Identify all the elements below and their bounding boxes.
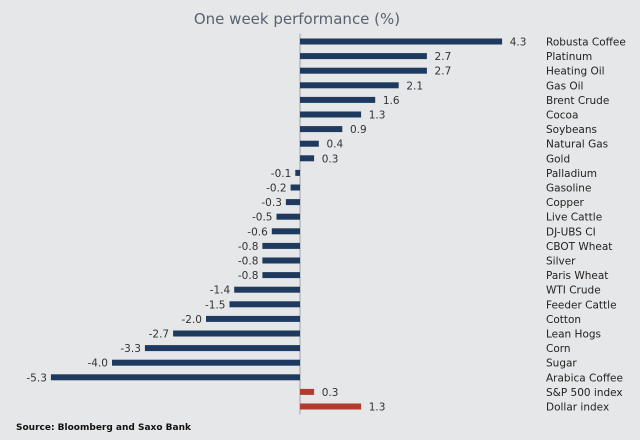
bar [262, 242, 300, 249]
bar [300, 388, 315, 395]
value-label: -4.0 [88, 358, 109, 370]
category-label: CBOT Wheat [546, 241, 612, 253]
value-label: 2.1 [406, 80, 423, 92]
chart-title: One week performance (%) [194, 10, 400, 28]
category-label: S&P 500 index [546, 387, 623, 399]
category-label: WTI Crude [546, 285, 601, 297]
category-label: Cocoa [546, 110, 578, 122]
bar [173, 330, 300, 337]
category-label: Corn [546, 343, 571, 355]
category-label: Paris Wheat [546, 270, 608, 282]
category-label: Palladium [546, 168, 597, 180]
bar [144, 345, 300, 352]
value-label: 0.4 [326, 139, 343, 151]
bar [206, 315, 300, 322]
value-label: 1.3 [369, 402, 386, 414]
bars-group [50, 38, 503, 410]
source-note: Source: Bloomberg and Saxo Bank [16, 423, 192, 433]
value-label: 1.3 [369, 110, 386, 122]
bar [300, 140, 319, 147]
value-label: -0.8 [238, 270, 259, 282]
bar [300, 155, 315, 162]
bar [229, 301, 300, 308]
value-label: -3.3 [120, 343, 141, 355]
bar [300, 82, 399, 89]
bar [300, 96, 376, 103]
value-label: 4.3 [510, 37, 527, 49]
value-label: -0.3 [261, 197, 282, 209]
bar [295, 169, 300, 176]
value-label: -0.5 [252, 212, 273, 224]
bar [300, 126, 343, 133]
value-label: -0.2 [266, 183, 287, 195]
bar [300, 67, 427, 74]
category-label: Gas Oil [546, 80, 583, 92]
category-label: Gold [546, 153, 570, 165]
category-label: Sugar [546, 358, 577, 370]
value-label: -1.4 [210, 285, 231, 297]
bar [271, 228, 300, 235]
value-labels-group: 4.32.72.72.11.61.30.90.40.3-0.1-0.2-0.3-… [26, 37, 526, 414]
value-label: -5.3 [26, 372, 47, 384]
category-label: Silver [546, 256, 576, 268]
category-label: Brent Crude [546, 95, 609, 107]
value-label: 0.3 [322, 387, 339, 399]
bar [300, 38, 503, 45]
value-label: 2.7 [435, 51, 452, 63]
category-label: Gasoline [546, 183, 591, 195]
category-label: Natural Gas [546, 139, 608, 151]
value-label: -1.5 [205, 299, 226, 311]
bar [285, 199, 300, 206]
category-label: Lean Hogs [546, 329, 601, 341]
category-label: Copper [546, 197, 585, 209]
category-label: Arabica Coffee [546, 372, 623, 384]
bar [262, 272, 300, 279]
bar [262, 257, 300, 264]
value-label: -0.8 [238, 241, 259, 253]
value-label: -0.1 [271, 168, 292, 180]
category-label: Cotton [546, 314, 581, 326]
value-label: 0.9 [350, 124, 367, 136]
category-label: Dollar index [546, 402, 609, 414]
category-label: Heating Oil [546, 66, 605, 78]
value-label: -0.8 [238, 256, 259, 268]
value-label: -2.7 [149, 329, 170, 341]
value-label: 2.7 [435, 66, 452, 78]
category-label: Soybeans [546, 124, 597, 136]
category-label: Feeder Cattle [546, 299, 617, 311]
bar [276, 213, 300, 220]
category-label: Live Cattle [546, 212, 602, 224]
bar [50, 374, 301, 381]
bar [112, 359, 300, 366]
bar [234, 286, 300, 293]
bar [300, 111, 362, 118]
bar [300, 403, 362, 410]
value-label: -2.0 [182, 314, 203, 326]
category-labels-group: Robusta Coffee Platinum Heating Oil Gas Oil… [546, 37, 626, 414]
value-label: 1.6 [383, 95, 400, 107]
category-label: Platinum [546, 51, 592, 63]
category-label: Robusta Coffee [546, 37, 626, 49]
bar [300, 53, 427, 60]
category-label: DJ-UBS CI [546, 226, 596, 238]
bar [290, 184, 300, 191]
value-label: 0.3 [322, 153, 339, 165]
value-label: -0.6 [247, 226, 268, 238]
